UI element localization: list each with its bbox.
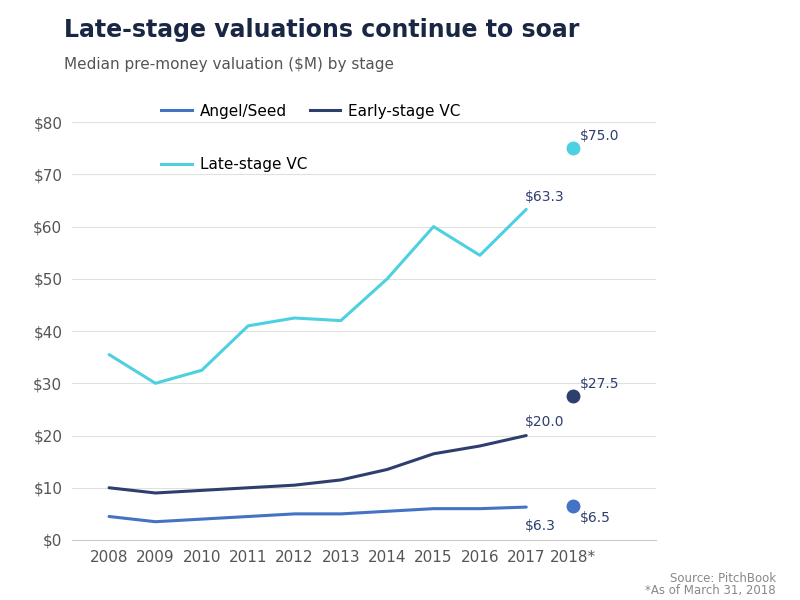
- Text: $20.0: $20.0: [526, 415, 565, 429]
- Text: Median pre-money valuation ($M) by stage: Median pre-money valuation ($M) by stage: [64, 57, 394, 72]
- Legend: Late-stage VC: Late-stage VC: [162, 157, 307, 172]
- Text: *As of March 31, 2018: *As of March 31, 2018: [646, 584, 776, 597]
- Text: $27.5: $27.5: [579, 377, 619, 391]
- Text: $6.3: $6.3: [526, 518, 556, 533]
- Text: Source: PitchBook: Source: PitchBook: [670, 572, 776, 585]
- Text: $6.5: $6.5: [579, 511, 610, 525]
- Text: Late-stage valuations continue to soar: Late-stage valuations continue to soar: [64, 18, 579, 42]
- Text: $63.3: $63.3: [526, 190, 565, 204]
- Text: $75.0: $75.0: [579, 129, 619, 143]
